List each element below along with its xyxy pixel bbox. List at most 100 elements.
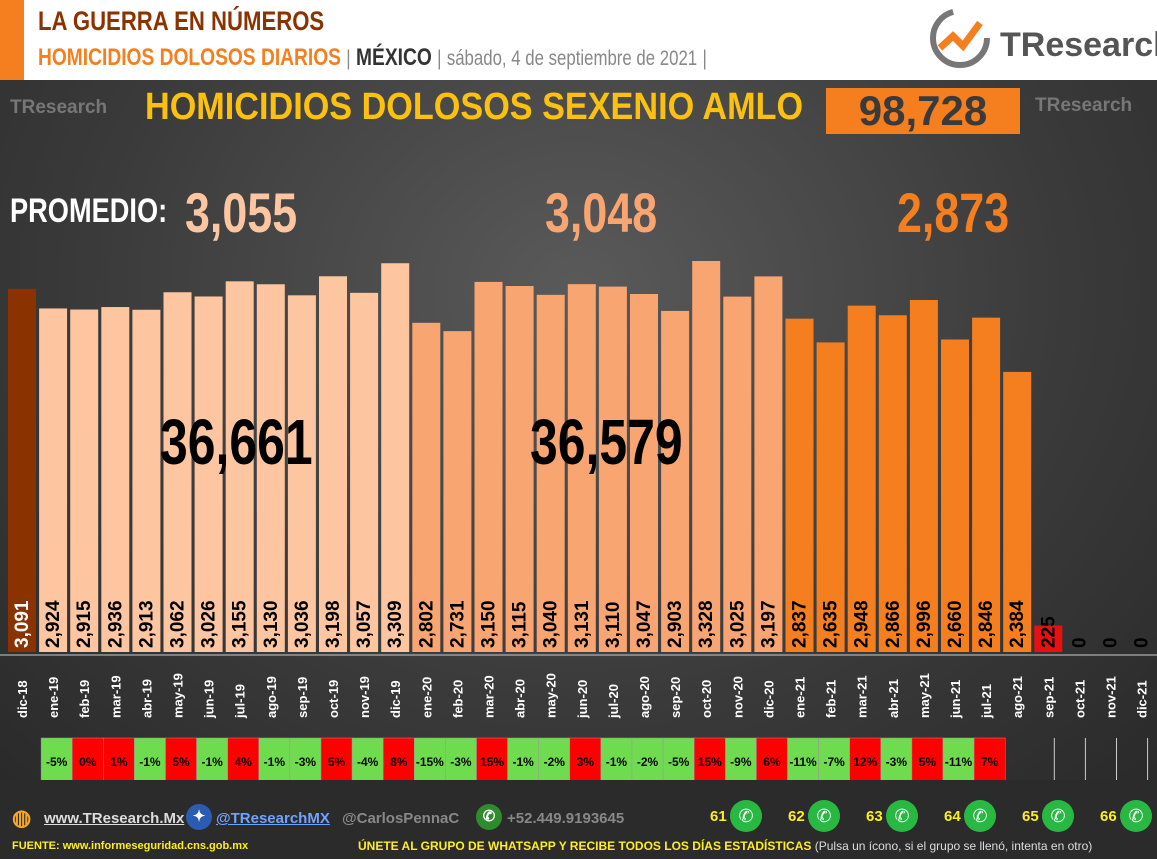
bar-value-label: 2,837 (790, 600, 811, 648)
month-label: oct-21 (1072, 680, 1087, 718)
month-label: dic-18 (15, 680, 30, 718)
bar (412, 322, 441, 652)
average-2021: 2,873 (897, 181, 1010, 244)
bar-value-label: 2,996 (914, 600, 935, 648)
pct-cell (382, 737, 415, 783)
average-2019: 3,055 (185, 181, 298, 244)
pct-cell (134, 737, 166, 783)
bar-value-label: 2,731 (447, 600, 468, 648)
month-label: abr-20 (513, 679, 528, 718)
bar-value-label: 3,057 (354, 600, 375, 648)
month-label: may-21 (917, 673, 932, 718)
pct-label: -3% (886, 755, 908, 769)
whatsapp-icon[interactable]: ✆ (886, 800, 918, 832)
pct-cell (880, 737, 913, 783)
pct-label: 5% (172, 755, 190, 769)
month-label: dic-20 (761, 680, 776, 718)
month-label: sep-21 (1041, 677, 1056, 718)
website-link[interactable]: www.TResearch.Mx (44, 810, 185, 827)
average-2020: 3,048 (545, 181, 658, 244)
bar (8, 288, 36, 652)
bar (505, 286, 534, 652)
bar-value-label: 3,130 (261, 600, 282, 648)
month-label: sep-19 (295, 677, 310, 718)
whatsapp-icon[interactable]: ✆ (1120, 800, 1152, 832)
month-label: abr-21 (886, 679, 901, 718)
bar (661, 310, 690, 652)
whatsapp-icon[interactable]: ✆ (1042, 800, 1074, 832)
twitter-link[interactable]: @TResearchMX (216, 810, 330, 827)
whatsapp-icon[interactable]: ✆ (730, 800, 762, 832)
bar (598, 286, 627, 652)
month-label: feb-19 (77, 680, 92, 718)
pct-cell (693, 737, 726, 783)
pct-label: -3% (295, 755, 317, 769)
month-label: jul-19 (233, 684, 248, 719)
month-label: sep-20 (668, 677, 683, 718)
bar-value-label: 3,047 (634, 600, 655, 648)
group-number: 63 (866, 808, 883, 825)
logo-chart-icon (930, 8, 990, 68)
banner-title: HOMICIDIOS DOLOSOS SEXENIO AMLO (145, 86, 804, 128)
month-label: feb-20 (450, 680, 465, 718)
bar-value-label: 0 (1069, 637, 1090, 648)
bar-value-label: 2,802 (416, 600, 437, 648)
header: LA GUERRA EN NÚMEROS HOMICIDIOS DOLOSOS … (0, 0, 1157, 80)
whatsapp-icon[interactable]: ✆ (964, 800, 996, 832)
small-logo-right: TResearch (1035, 95, 1133, 116)
bar-value-label: 3,025 (727, 600, 748, 648)
bar-value-label: 3,197 (758, 600, 779, 648)
twitter-icon: ✦ (186, 804, 212, 830)
group-number: 66 (1100, 808, 1117, 825)
bar (972, 317, 1001, 652)
bar-value-label: 3,091 (12, 600, 33, 648)
pct-label: -3% (450, 755, 472, 769)
bar (909, 300, 938, 652)
pct-cell (103, 737, 135, 783)
bar-value-label: 3,062 (168, 600, 189, 648)
pct-cell (507, 737, 539, 783)
pct-label: 5% (919, 755, 937, 769)
month-label: jul-21 (979, 684, 994, 719)
pct-label: -1% (139, 755, 161, 769)
month-label: mar-19 (108, 675, 123, 718)
pct-label: -7% (823, 755, 845, 769)
month-label: may-19 (171, 673, 186, 718)
month-label: ene-20 (419, 677, 434, 718)
pct-cell (569, 737, 602, 783)
country: MÉXICO (356, 44, 432, 71)
pct-cell (258, 737, 291, 783)
month-label: oct-19 (326, 680, 341, 718)
bar-value-label: 3,309 (385, 600, 406, 648)
bar (816, 342, 845, 652)
bar-value-label: 2,936 (105, 600, 126, 648)
pct-label: -2% (637, 755, 659, 769)
separator: | (346, 47, 351, 70)
small-logo-left: TResearch (10, 97, 108, 118)
bar-value-label: 3,328 (696, 600, 717, 648)
pct-cell (600, 737, 633, 783)
pct-label: -4% (357, 755, 379, 769)
header-title: LA GUERRA EN NÚMEROS (38, 6, 325, 36)
bar-value-label: 2,913 (136, 600, 157, 648)
pct-cell (849, 737, 882, 783)
bar-value-label: 3,036 (292, 600, 313, 648)
bar-value-label: 0 (1132, 637, 1153, 648)
pct-label: 1% (110, 755, 128, 769)
pct-label: 7% (981, 755, 999, 769)
accent-strip (0, 0, 24, 80)
bar-value-label: 3,026 (199, 600, 220, 648)
bar-value-label: 2,846 (976, 600, 997, 648)
whatsapp-icon[interactable]: ✆ (808, 800, 840, 832)
group-number: 62 (788, 808, 805, 825)
date: sábado, 4 de septiembre de 2021 (446, 47, 698, 70)
pct-cell (911, 737, 944, 783)
bar (630, 294, 658, 652)
phone-number: +52.449.9193645 (507, 810, 625, 827)
pct-label: 6% (763, 755, 781, 769)
bar-value-label: 3,198 (323, 600, 344, 648)
bar-value-label: 2,915 (74, 600, 95, 648)
month-label: mar-21 (855, 675, 870, 718)
pct-label: -11% (945, 755, 973, 769)
pct-label: -2% (544, 755, 566, 769)
